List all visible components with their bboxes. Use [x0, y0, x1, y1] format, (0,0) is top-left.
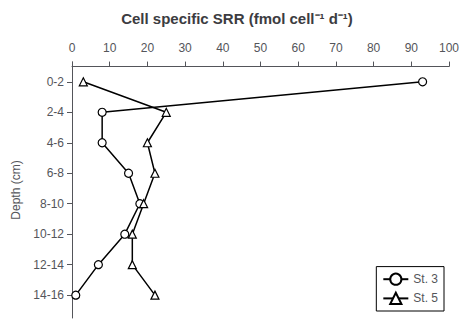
svg-text:Cell specific SRR (fmol cell⁻¹: Cell specific SRR (fmol cell⁻¹ d⁻¹): [121, 10, 353, 27]
svg-text:0: 0: [69, 41, 76, 55]
svg-text:10-12: 10-12: [33, 227, 64, 241]
svg-text:6-8: 6-8: [47, 166, 65, 180]
svg-text:80: 80: [367, 41, 381, 55]
svg-text:40: 40: [216, 41, 230, 55]
svg-text:0-2: 0-2: [47, 75, 65, 89]
svg-text:90: 90: [405, 41, 419, 55]
svg-text:Depth (cm): Depth (cm): [9, 160, 23, 219]
svg-text:50: 50: [254, 41, 268, 55]
svg-text:4-6: 4-6: [47, 136, 65, 150]
svg-text:14-16: 14-16: [33, 288, 64, 302]
svg-text:2-4: 2-4: [47, 105, 65, 119]
svg-text:St. 3: St. 3: [413, 272, 438, 286]
svg-text:St. 5: St. 5: [413, 291, 438, 305]
svg-text:10: 10: [103, 41, 117, 55]
svg-text:12-14: 12-14: [33, 258, 64, 272]
svg-text:20: 20: [141, 41, 155, 55]
svg-text:8-10: 8-10: [40, 197, 64, 211]
svg-text:60: 60: [292, 41, 306, 55]
svg-text:100: 100: [439, 41, 459, 55]
svg-text:30: 30: [178, 41, 192, 55]
svg-text:70: 70: [329, 41, 343, 55]
